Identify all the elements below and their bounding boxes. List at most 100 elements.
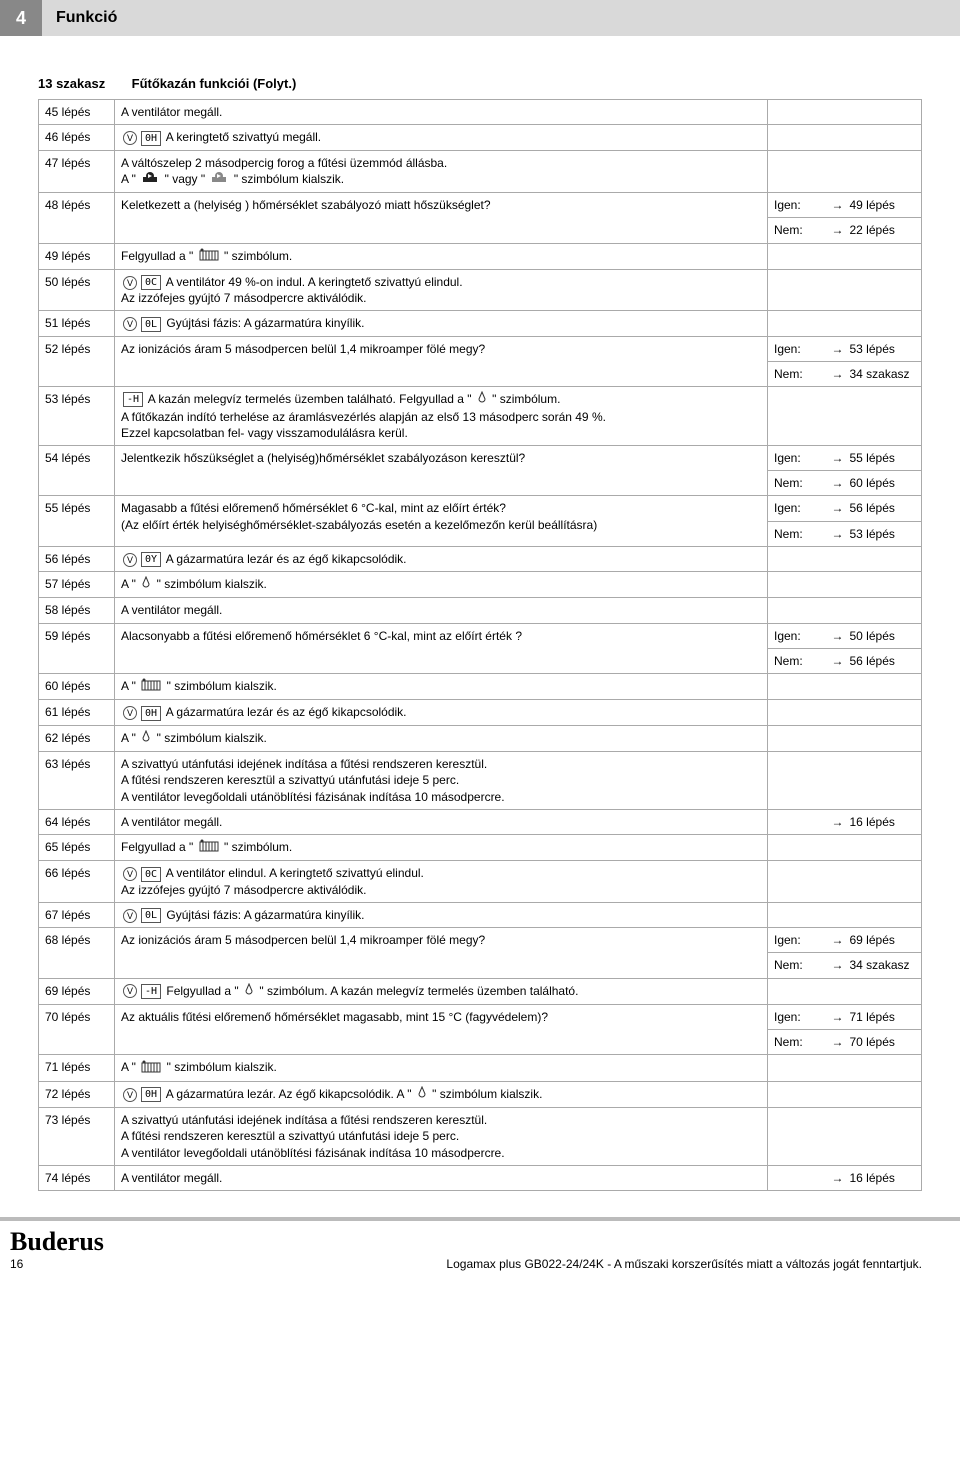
result-target: 53 lépés bbox=[844, 336, 922, 361]
result-target: 50 lépés bbox=[844, 623, 922, 648]
fan-icon: V bbox=[123, 867, 137, 881]
step-label: 67 lépés bbox=[39, 902, 115, 927]
drop-icon bbox=[141, 576, 151, 593]
step-description: V0L Gyújtási fázis: A gázarmatúra kinyíl… bbox=[115, 902, 768, 927]
drop-icon bbox=[141, 730, 151, 747]
step-label: 49 lépés bbox=[39, 243, 115, 269]
step-description: V0L Gyújtási fázis: A gázarmatúra kinyíl… bbox=[115, 311, 768, 336]
step-label: 73 lépés bbox=[39, 1108, 115, 1166]
radiator-icon bbox=[141, 1060, 161, 1077]
step-description: Jelentkezik hőszükséglet a (helyiség)hőm… bbox=[115, 445, 768, 495]
section-title: Fűtőkazán funkciói (Folyt.) bbox=[132, 76, 297, 91]
result-label: Igen: bbox=[768, 928, 826, 953]
header-bar: 4 Funkció bbox=[0, 0, 960, 36]
result-label: Nem: bbox=[768, 953, 826, 978]
step-description: Felgyullad a " " szimbólum. bbox=[115, 834, 768, 860]
fan-icon: V bbox=[123, 1088, 137, 1102]
step-label: 56 lépés bbox=[39, 546, 115, 571]
fan-icon: V bbox=[123, 984, 137, 998]
step-description: V0C A ventilátor elindul. A keringtető s… bbox=[115, 861, 768, 903]
step-label: 71 lépés bbox=[39, 1055, 115, 1081]
result-target: 53 lépés bbox=[844, 521, 922, 546]
result-target: 49 lépés bbox=[844, 193, 922, 218]
result-empty bbox=[768, 1108, 826, 1166]
result-label: Nem: bbox=[768, 218, 826, 243]
fan-icon: V bbox=[123, 317, 137, 331]
result-target: 16 lépés bbox=[844, 1165, 922, 1190]
step-description: Az ionizációs áram 5 másodpercen belül 1… bbox=[115, 336, 768, 386]
result-empty bbox=[768, 1055, 826, 1081]
step-label: 64 lépés bbox=[39, 809, 115, 834]
result-label: Nem: bbox=[768, 361, 826, 386]
step-label: 58 lépés bbox=[39, 598, 115, 623]
result-empty bbox=[768, 269, 826, 311]
arrow-icon: → bbox=[826, 809, 844, 834]
result-label: Nem: bbox=[768, 521, 826, 546]
pump-icon bbox=[210, 171, 228, 188]
result-empty bbox=[768, 150, 826, 193]
result-target: 56 lépés bbox=[844, 496, 922, 521]
code-0h-icon: 0H bbox=[141, 131, 161, 146]
fan-icon: V bbox=[123, 131, 137, 145]
step-description: V-H Felgyullad a " " szimbólum. A kazán … bbox=[115, 978, 768, 1004]
code-0l-icon: 0L bbox=[141, 908, 161, 923]
steps-table: 45 lépésA ventilátor megáll.46 lépés V0H … bbox=[38, 99, 922, 1191]
step-description: A ventilátor megáll. bbox=[115, 100, 768, 125]
drop-icon bbox=[244, 983, 254, 1000]
fan-icon: V bbox=[123, 553, 137, 567]
fan-icon: V bbox=[123, 909, 137, 923]
result-empty bbox=[768, 387, 826, 446]
result-empty bbox=[768, 674, 826, 700]
step-label: 61 lépés bbox=[39, 700, 115, 725]
result-target: 34 szakasz bbox=[844, 953, 922, 978]
code-0c-icon: 0C bbox=[141, 275, 161, 290]
step-description: V0H A gázarmatúra lezár és az égő kikapc… bbox=[115, 700, 768, 725]
step-label: 72 lépés bbox=[39, 1081, 115, 1107]
arrow-icon: → bbox=[826, 445, 844, 470]
result-label: Nem: bbox=[768, 1030, 826, 1055]
step-description: V0Y A gázarmatúra lezár és az égő kikapc… bbox=[115, 546, 768, 571]
arrow-icon: → bbox=[826, 471, 844, 496]
result-empty bbox=[768, 861, 826, 903]
step-description: A szivattyú utánfutási idejének indítása… bbox=[115, 1108, 768, 1166]
pump-icon bbox=[141, 171, 159, 188]
result-target: 60 lépés bbox=[844, 471, 922, 496]
arrow-icon: → bbox=[826, 496, 844, 521]
result-empty bbox=[768, 546, 826, 571]
result-empty bbox=[768, 598, 826, 623]
step-label: 69 lépés bbox=[39, 978, 115, 1004]
result-empty bbox=[768, 834, 826, 860]
step-label: 51 lépés bbox=[39, 311, 115, 336]
arrow-icon: → bbox=[826, 521, 844, 546]
arrow-icon: → bbox=[826, 953, 844, 978]
step-label: 53 lépés bbox=[39, 387, 115, 446]
radiator-icon bbox=[199, 839, 219, 856]
chapter-number: 4 bbox=[0, 0, 42, 36]
result-empty bbox=[768, 243, 826, 269]
code-0y-icon: 0Y bbox=[141, 552, 161, 567]
result-target: 55 lépés bbox=[844, 445, 922, 470]
step-label: 45 lépés bbox=[39, 100, 115, 125]
result-empty bbox=[768, 978, 826, 1004]
result-empty bbox=[768, 725, 826, 751]
arrow-icon: → bbox=[826, 928, 844, 953]
logo: Buderus bbox=[10, 1227, 104, 1257]
step-label: 62 lépés bbox=[39, 725, 115, 751]
section-number: 13 szakasz bbox=[38, 76, 128, 91]
step-description: Az aktuális fűtési előremenő hőmérséklet… bbox=[115, 1004, 768, 1054]
result-empty bbox=[768, 700, 826, 725]
chapter-title: Funkció bbox=[42, 0, 960, 36]
arrow-icon: → bbox=[826, 218, 844, 243]
step-label: 55 lépés bbox=[39, 496, 115, 546]
result-empty bbox=[768, 572, 826, 598]
footer: Buderus 16 Logamax plus GB022-24/24K - A… bbox=[0, 1217, 960, 1281]
step-description: A szivattyú utánfutási idejének indítása… bbox=[115, 752, 768, 810]
step-description: Alacsonyabb a fűtési előremenő hőmérsékl… bbox=[115, 623, 768, 673]
arrow-icon: → bbox=[826, 648, 844, 673]
code-mh-icon: -H bbox=[123, 392, 143, 407]
step-description: -H A kazán melegvíz termelés üzemben tal… bbox=[115, 387, 768, 446]
code-mh-icon: -H bbox=[141, 984, 161, 999]
result-target: 34 szakasz bbox=[844, 361, 922, 386]
step-label: 46 lépés bbox=[39, 125, 115, 150]
step-description: V0C A ventilátor 49 %-on indul. A kering… bbox=[115, 269, 768, 311]
